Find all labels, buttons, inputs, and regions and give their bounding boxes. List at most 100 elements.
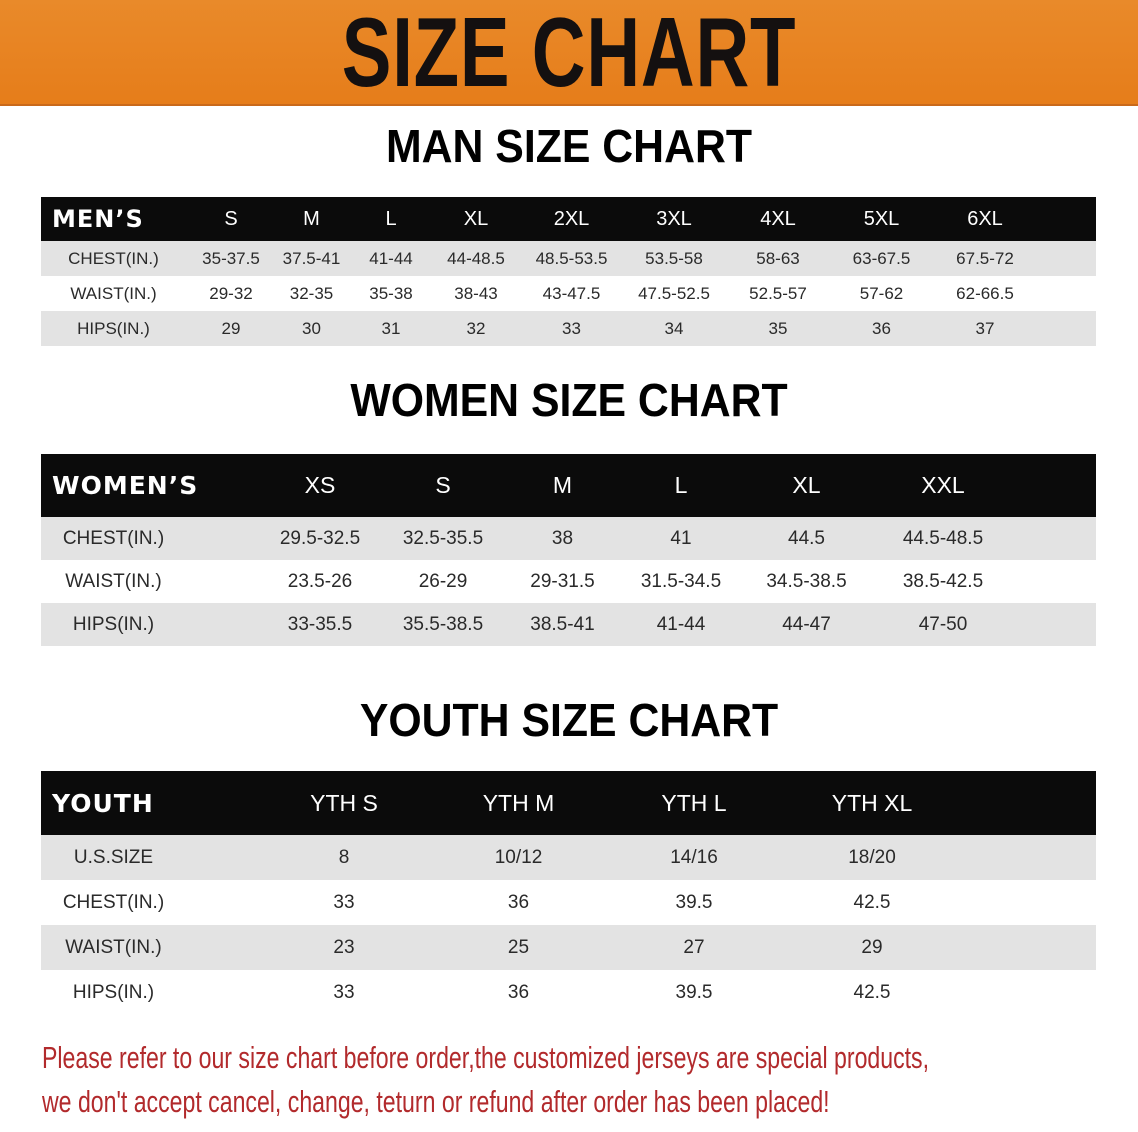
table-row: WAIST(IN.) 23 25 27 29 bbox=[41, 925, 1096, 970]
table-row: WAIST(IN.) 29-32 32-35 35-38 38-43 43-47.5 47.… bbox=[41, 276, 1096, 311]
men-size-table: MEN’S S M L XL 2XL 3XL 4XL 5XL 6XL CHEST(IN.) 35-37… bbox=[41, 197, 1096, 346]
measurement-cell: 33 bbox=[521, 311, 622, 346]
women-section-title: WOMEN SIZE CHART bbox=[350, 374, 788, 426]
notice-line-2: we don't accept cancel, change, teturn o… bbox=[42, 1084, 830, 1119]
measurement-cell: 44-48.5 bbox=[431, 241, 521, 276]
table-row: HIPS(IN.) 29 30 31 32 33 34 35 36 37 bbox=[41, 311, 1096, 346]
row-label-text: HIPS(IN.) bbox=[77, 318, 150, 338]
measurement-cell: 47-50 bbox=[872, 603, 1014, 646]
row-filler bbox=[1014, 603, 1096, 646]
measurement-cell: 35 bbox=[726, 311, 830, 346]
row-label-text: HIPS(IN.) bbox=[72, 981, 155, 1003]
measurement-cell: 25 bbox=[431, 925, 606, 970]
measurement-cell: 44.5-48.5 bbox=[872, 517, 1014, 560]
banner-title: SIZE CHART bbox=[341, 0, 797, 107]
row-label-text: U.S.SIZE bbox=[73, 846, 154, 868]
youth-header-row: YOUTH YTH S YTH M YTH L YTH XL bbox=[41, 771, 1096, 835]
row-label: HIPS(IN.) bbox=[41, 970, 257, 1015]
header-filler bbox=[1014, 454, 1096, 517]
measurement-cell: 62-66.5 bbox=[933, 276, 1037, 311]
measurement-cell: 29 bbox=[190, 311, 272, 346]
table-row: CHEST(IN.) 35-37.5 37.5-41 41-44 44-48.5 48.5… bbox=[41, 241, 1096, 276]
row-label: WAIST(IN.) bbox=[41, 560, 258, 603]
row-label: WAIST(IN.) bbox=[41, 276, 190, 311]
measurement-cell: 29.5-32.5 bbox=[258, 517, 382, 560]
size-column-header: YTH XL bbox=[782, 771, 962, 835]
measurement-cell: 31.5-34.5 bbox=[621, 560, 741, 603]
measurement-cell: 67.5-72 bbox=[933, 241, 1037, 276]
measurement-cell: 36 bbox=[431, 880, 606, 925]
measurement-cell: 57-62 bbox=[830, 276, 933, 311]
measurement-cell: 32 bbox=[431, 311, 521, 346]
row-label: WAIST(IN.) bbox=[41, 925, 257, 970]
measurement-cell: 38-43 bbox=[431, 276, 521, 311]
measurement-cell: 58-63 bbox=[726, 241, 830, 276]
row-label-text: WAIST(IN.) bbox=[65, 570, 162, 592]
row-filler bbox=[962, 925, 1096, 970]
measurement-cell: 34.5-38.5 bbox=[741, 560, 872, 603]
header-filler bbox=[1037, 197, 1096, 241]
row-label-text: CHEST(IN.) bbox=[62, 527, 165, 549]
measurement-cell: 29-32 bbox=[190, 276, 272, 311]
row-label-text: HIPS(IN.) bbox=[72, 613, 155, 635]
measurement-cell: 33-35.5 bbox=[258, 603, 382, 646]
row-label-text: WAIST(IN.) bbox=[65, 936, 162, 958]
measurement-cell: 41-44 bbox=[621, 603, 741, 646]
measurement-cell: 38.5-42.5 bbox=[872, 560, 1014, 603]
size-column-header: XXL bbox=[872, 454, 1014, 517]
table-row: CHEST(IN.) 29.5-32.5 32.5-35.5 38 41 44.5 44.5… bbox=[41, 517, 1096, 560]
measurement-cell: 31 bbox=[351, 311, 431, 346]
youth-section-title: YOUTH SIZE CHART bbox=[359, 694, 779, 746]
table-row: U.S.SIZE 8 10/12 14/16 18/20 bbox=[41, 835, 1096, 880]
row-label: HIPS(IN.) bbox=[41, 311, 190, 346]
measurement-cell: 29 bbox=[782, 925, 962, 970]
measurement-cell: 36 bbox=[830, 311, 933, 346]
header-filler bbox=[962, 771, 1096, 835]
size-column-header: L bbox=[621, 454, 741, 517]
measurement-cell: 32.5-35.5 bbox=[382, 517, 504, 560]
women-size-table: WOMEN’S XS S M L XL XXL CHEST(IN.) 29.5-32.5 32.5… bbox=[41, 454, 1096, 646]
measurement-cell: 35.5-38.5 bbox=[382, 603, 504, 646]
row-label-text: WAIST(IN.) bbox=[70, 283, 157, 303]
size-column-header: 5XL bbox=[830, 197, 933, 241]
size-column-header: XS bbox=[258, 454, 382, 517]
measurement-cell: 52.5-57 bbox=[726, 276, 830, 311]
measurement-cell: 18/20 bbox=[782, 835, 962, 880]
row-label: HIPS(IN.) bbox=[41, 603, 258, 646]
measurement-cell: 23.5-26 bbox=[258, 560, 382, 603]
row-label: CHEST(IN.) bbox=[41, 517, 258, 560]
measurement-cell: 34 bbox=[622, 311, 726, 346]
measurement-cell: 38.5-41 bbox=[504, 603, 621, 646]
measurement-cell: 38 bbox=[504, 517, 621, 560]
measurement-cell: 23 bbox=[257, 925, 431, 970]
size-column-header: YTH M bbox=[431, 771, 606, 835]
table-row: CHEST(IN.) 33 36 39.5 42.5 bbox=[41, 880, 1096, 925]
measurement-cell: 36 bbox=[431, 970, 606, 1015]
measurement-cell: 53.5-58 bbox=[622, 241, 726, 276]
measurement-cell: 48.5-53.5 bbox=[521, 241, 622, 276]
size-chart-banner: SIZE CHART bbox=[0, 0, 1138, 106]
size-column-header: S bbox=[190, 197, 272, 241]
row-filler bbox=[1014, 517, 1096, 560]
notice-line-1: Please refer to our size chart before or… bbox=[42, 1040, 930, 1075]
size-column-header: S bbox=[382, 454, 504, 517]
row-label: CHEST(IN.) bbox=[41, 241, 190, 276]
youth-header-label: YOUTH bbox=[41, 771, 257, 835]
measurement-cell: 39.5 bbox=[606, 880, 782, 925]
measurement-cell: 41 bbox=[621, 517, 741, 560]
row-label: U.S.SIZE bbox=[41, 835, 257, 880]
row-filler bbox=[1037, 276, 1096, 311]
row-filler bbox=[962, 835, 1096, 880]
size-column-header: 6XL bbox=[933, 197, 1037, 241]
measurement-cell: 8 bbox=[257, 835, 431, 880]
measurement-cell: 32-35 bbox=[272, 276, 351, 311]
order-notice: Please refer to our size chart before or… bbox=[42, 1036, 929, 1124]
row-label-text: CHEST(IN.) bbox=[68, 248, 159, 268]
measurement-cell: 43-47.5 bbox=[521, 276, 622, 311]
measurement-cell: 44-47 bbox=[741, 603, 872, 646]
youth-size-table: YOUTH YTH S YTH M YTH L YTH XL U.S.SIZE 8 10/12… bbox=[41, 771, 1096, 1015]
size-column-header: 4XL bbox=[726, 197, 830, 241]
size-column-header: M bbox=[504, 454, 621, 517]
women-header-row: WOMEN’S XS S M L XL XXL bbox=[41, 454, 1096, 517]
size-column-header: M bbox=[272, 197, 351, 241]
